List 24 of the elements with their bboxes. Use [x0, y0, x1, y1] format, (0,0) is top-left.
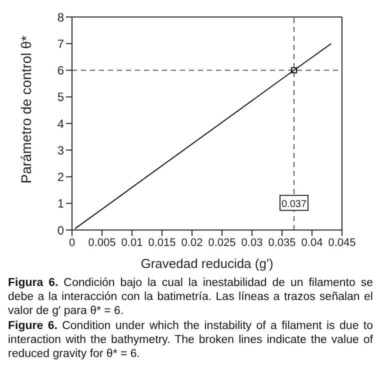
annotation: 0.037 [281, 198, 307, 210]
y-tick-label: 6 [57, 64, 64, 78]
x-tick-label: 0.04 [301, 236, 323, 249]
y-tick-label: 0 [57, 223, 64, 238]
x-tick-label: 0.045 [328, 236, 356, 249]
x-tick-label: 0.025 [208, 236, 236, 249]
x-tick-label: 0.005 [88, 236, 116, 249]
y-tick-label: 2 [57, 170, 64, 184]
x-tick-label: 0 [68, 236, 76, 249]
caption: Figure 6. Condition under which the instability of a filament is due to interaction with the bathymetry. The broken lines indicate the value of reduced gravity for θ* = 6. [8, 319, 373, 361]
text: Figura 6. Condición bajo la cual la inestabilidad de un filamento se debe a la interacción con la batimetría. Las líneas a trazos señalan el valor de g′ para θ* = 6. [8, 276, 373, 318]
x-tick-label: 0.02 [181, 236, 203, 249]
x-tick-label: 0.015 [148, 236, 176, 249]
y-tick-label: 1 [57, 196, 64, 211]
x-tick-label: 0.01 [121, 236, 143, 249]
x-axis-title: Gravedad reducida (g') [140, 256, 274, 271]
y-tick-label: 4 [57, 116, 64, 131]
y-axis-title: Parámetro de control θ* [18, 35, 34, 184]
y-tick-label: 7 [57, 36, 64, 51]
y-tick-label: 8 [57, 10, 64, 24]
y-tick-label: 5 [57, 90, 64, 104]
y-tick-label: 3 [57, 143, 64, 158]
x-tick-label: 0.03 [241, 236, 263, 249]
x-tick-label: 0.035 [268, 236, 296, 249]
